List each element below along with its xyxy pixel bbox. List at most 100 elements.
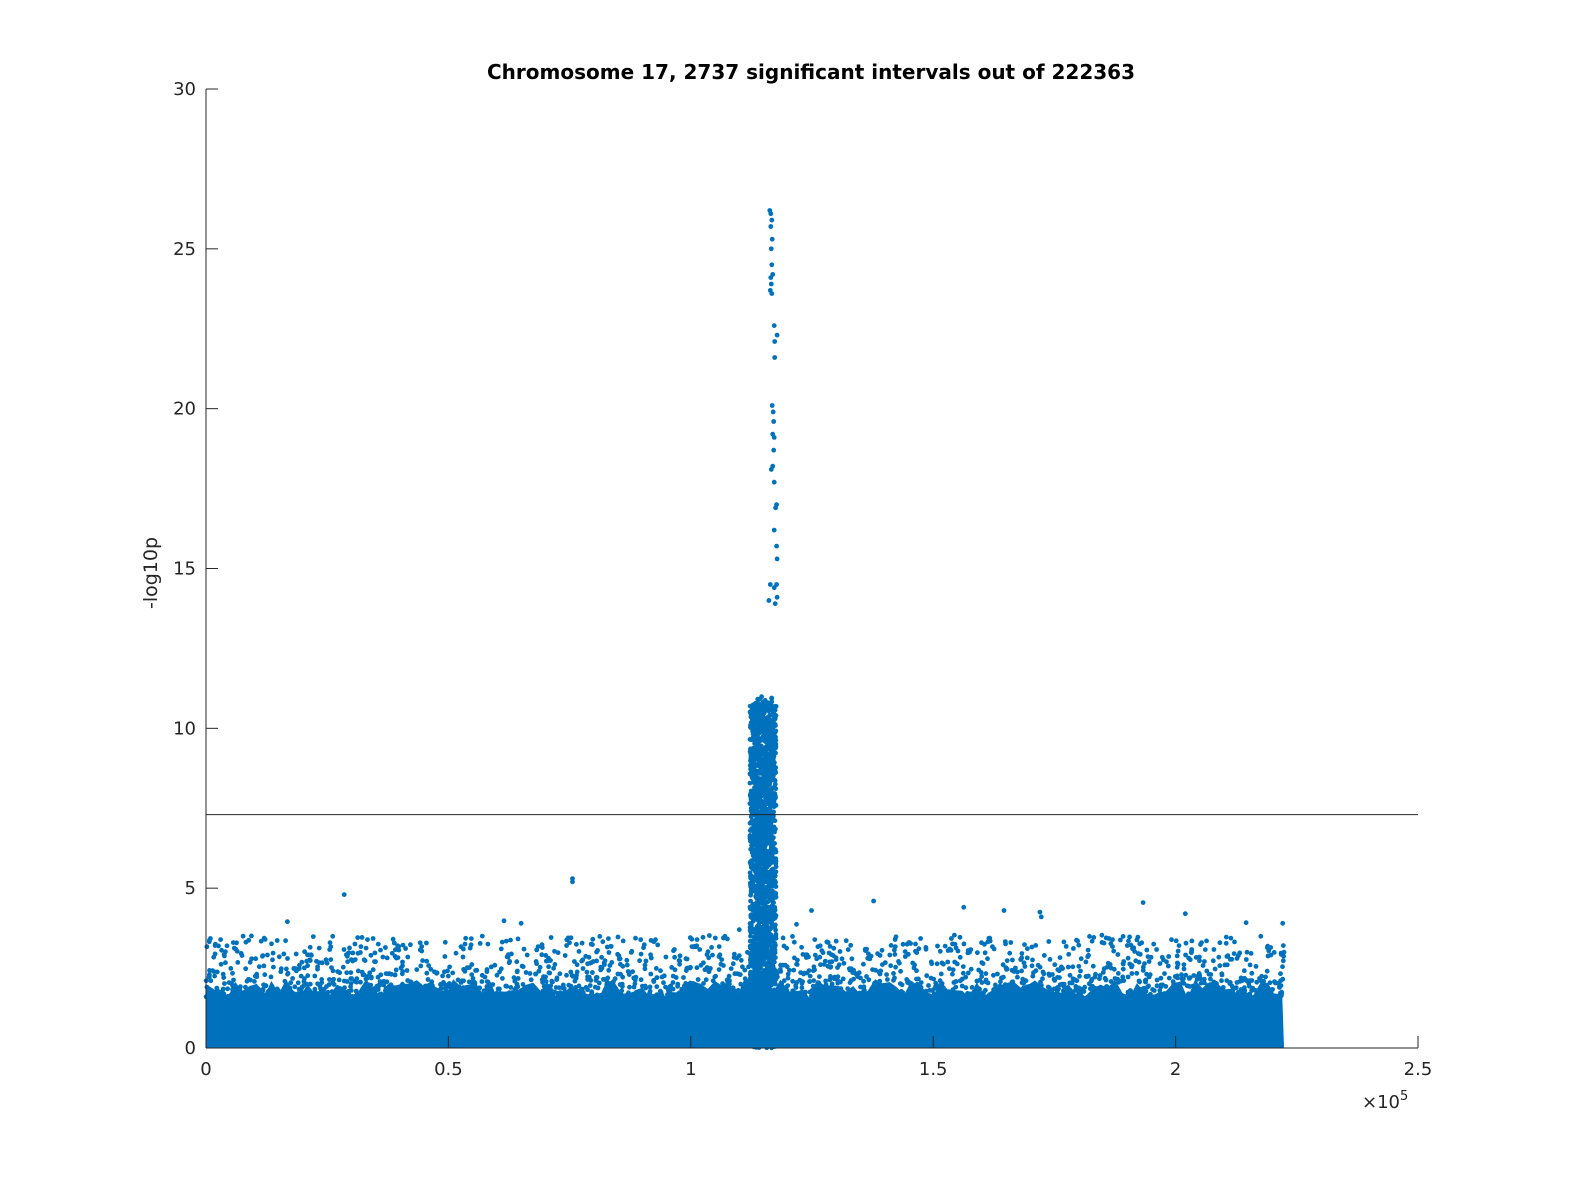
data-point: [771, 435, 777, 440]
data-point: [780, 962, 786, 968]
data-point: [526, 993, 532, 999]
data-point: [1120, 961, 1126, 966]
data-point: [979, 974, 985, 979]
data-point: [1162, 994, 1168, 1000]
data-point: [756, 882, 762, 888]
data-point: [861, 992, 867, 997]
data-point: [570, 879, 575, 885]
data-point: [888, 963, 894, 969]
data-point: [1242, 985, 1247, 991]
data-point: [537, 993, 543, 998]
data-point: [334, 993, 340, 998]
data-point: [670, 980, 676, 985]
data-point: [768, 224, 774, 229]
data-point: [987, 935, 993, 941]
data-point: [418, 963, 424, 969]
data-point: [896, 959, 901, 964]
data-point: [362, 958, 368, 963]
data-point: [1074, 985, 1080, 991]
data-point: [756, 893, 762, 899]
data-point: [249, 991, 255, 997]
data-point: [791, 939, 797, 945]
data-point: [1146, 974, 1152, 980]
data-point: [271, 964, 276, 970]
data-point: [425, 992, 431, 998]
data-point: [914, 976, 919, 982]
data-point: [902, 949, 908, 954]
data-point: [579, 958, 585, 964]
data-point: [510, 994, 516, 1000]
data-point: [1137, 994, 1142, 1000]
data-point: [1272, 979, 1277, 984]
data-point: [960, 970, 966, 976]
data-point: [749, 717, 755, 723]
data-point: [523, 970, 529, 975]
data-point: [774, 594, 780, 600]
data-point: [216, 943, 221, 949]
data-point: [600, 939, 606, 945]
data-point: [328, 957, 334, 962]
data-point: [953, 979, 959, 984]
data-point: [1033, 968, 1039, 974]
data-point: [683, 968, 689, 973]
data-point: [697, 947, 703, 952]
data-point: [341, 978, 347, 984]
data-point: [688, 964, 693, 970]
data-point: [740, 985, 746, 991]
data-point: [747, 951, 753, 957]
data-point: [754, 741, 760, 746]
data-point: [940, 994, 945, 999]
data-point: [1075, 938, 1080, 944]
data-point: [305, 952, 310, 958]
data-point: [767, 720, 772, 725]
data-point: [983, 987, 988, 993]
data-point: [1211, 987, 1217, 993]
data-point: [801, 971, 806, 977]
data-point: [231, 977, 236, 983]
data-point: [761, 778, 767, 784]
data-point: [344, 970, 350, 976]
data-point: [929, 961, 935, 967]
data-point: [625, 969, 631, 974]
data-point: [735, 988, 741, 993]
data-point: [1043, 993, 1049, 999]
data-point: [642, 983, 648, 989]
data-point: [772, 841, 777, 846]
data-point: [325, 989, 331, 995]
data-point: [564, 943, 569, 948]
data-point: [1118, 993, 1124, 998]
data-point: [396, 947, 402, 953]
data-point: [473, 993, 479, 999]
data-point: [1210, 958, 1216, 964]
data-point: [727, 981, 732, 987]
data-point: [965, 991, 970, 996]
data-point: [1019, 968, 1024, 974]
data-point: [766, 731, 772, 736]
data-point: [1078, 968, 1083, 974]
data-point: [800, 952, 806, 957]
data-point: [564, 993, 570, 999]
data-point: [1030, 986, 1036, 992]
data-point: [858, 984, 863, 990]
data-point: [774, 332, 780, 338]
data-point: [812, 937, 818, 942]
data-point: [1122, 994, 1128, 999]
data-point: [835, 974, 841, 980]
data-point: [1241, 968, 1247, 974]
data-point: [773, 935, 779, 941]
data-point: [370, 936, 376, 941]
data-point: [704, 965, 710, 970]
data-point: [886, 990, 892, 995]
data-point: [470, 976, 476, 981]
data-point: [552, 962, 558, 967]
data-point: [882, 989, 887, 994]
data-point: [479, 933, 485, 939]
data-point: [1243, 957, 1249, 962]
data-point: [1010, 957, 1015, 963]
data-point: [747, 928, 753, 934]
data-point: [911, 965, 917, 971]
data-point: [749, 826, 754, 832]
data-point: [349, 976, 354, 981]
data-point: [915, 987, 921, 992]
data-point: [445, 973, 451, 979]
